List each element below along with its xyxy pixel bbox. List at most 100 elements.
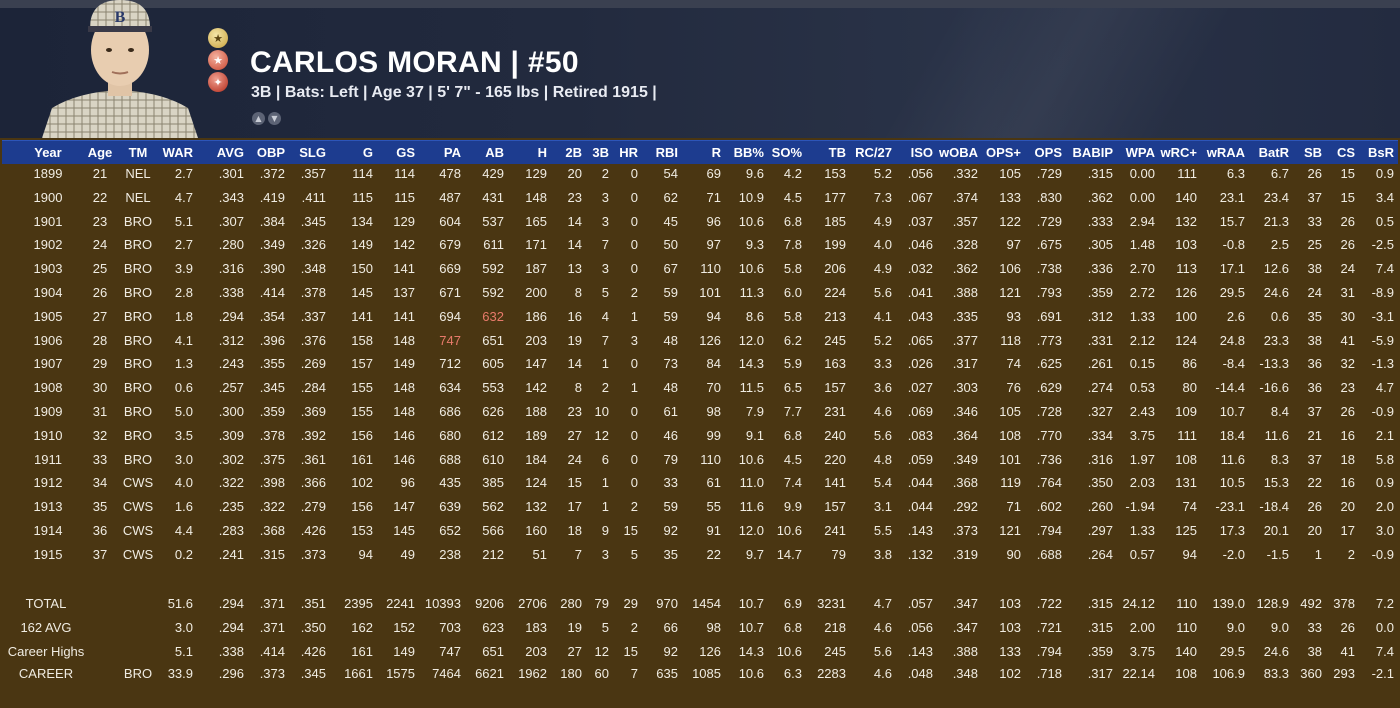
stat-cell: 970 <box>656 596 678 611</box>
column-header[interactable]: BsR <box>1367 145 1394 160</box>
column-header[interactable]: H <box>537 145 547 160</box>
column-header[interactable]: OPS <box>1034 145 1062 160</box>
stat-cell: 206 <box>824 261 846 277</box>
column-header[interactable]: RC/27 <box>855 145 892 160</box>
season-row[interactable]: 1902 24 BRO 2.7 .280 .349 .326 149 142 679 611 171 1… <box>0 233 1400 257</box>
column-header[interactable]: GS <box>396 145 415 160</box>
chevron-up-icon[interactable]: ▲ <box>252 112 265 125</box>
column-header[interactable]: TM <box>128 145 148 160</box>
stat-cell: BRO <box>123 261 153 277</box>
season-row[interactable]: 1914 36 CWS 4.4 .283 .368 .426 153 145 652 566 160 1… <box>0 519 1400 543</box>
stat-cell: 15 <box>567 475 582 491</box>
column-header[interactable]: RBI <box>655 145 678 160</box>
season-row[interactable]: 1905 27 BRO 1.8.294.354.337 141 141 694 632 186 1… <box>0 305 1400 329</box>
column-header[interactable]: Year <box>34 145 62 160</box>
award-badge-gold: ★ <box>208 28 228 48</box>
stat-cell: 4.1 <box>873 308 892 324</box>
stat-cell: 7.4 <box>1375 261 1394 277</box>
column-header[interactable]: PA <box>443 145 461 160</box>
stat-cell: -3.1 <box>1371 308 1394 324</box>
column-header[interactable]: AVG <box>216 145 244 160</box>
stat-cell: 2.12 <box>1129 332 1155 348</box>
column-header[interactable]: HR <box>619 145 638 160</box>
column-header[interactable]: OPS+ <box>985 145 1021 160</box>
stat-cell: .264 <box>1087 546 1113 562</box>
stat-cell: 6.8 <box>783 427 802 443</box>
stat-cell: 9.0 <box>1226 620 1245 635</box>
season-row[interactable]: 1899 21 NEL 2.7 .301 .372 .357 114 114 478 429 129 2… <box>0 162 1400 186</box>
column-header[interactable]: WAR <box>162 145 193 160</box>
column-header[interactable]: SB <box>1303 145 1322 160</box>
stat-cell: -1.3 <box>1371 356 1394 372</box>
totals-row: CAREER BRO 33.9 .296 .373 .345 1661 1575 7464 662… <box>0 662 1400 686</box>
column-header[interactable]: G <box>362 145 373 160</box>
season-row[interactable]: 1909 31 BRO 5.0 .300 .359 .369 155 148 686 626 188 2… <box>0 400 1400 424</box>
stat-cell: 17.1 <box>1219 261 1245 277</box>
season-row[interactable]: 1913 35 CWS 1.6 .235 .322 .279 156 147 639 562 132 1… <box>0 495 1400 519</box>
column-header[interactable]: AB <box>485 145 504 160</box>
column-header[interactable]: wRAA <box>1206 145 1245 160</box>
column-header[interactable]: BatR <box>1258 145 1289 160</box>
stat-cell: 360 <box>1300 666 1322 681</box>
player-header: B ★ ★ ✦ CARLOS MORAN | #50 3B | Bats: Le… <box>0 0 1400 138</box>
stat-cell: 0 <box>630 237 638 253</box>
stat-cell: 686 <box>439 404 461 419</box>
season-row[interactable]: 1910 32 BRO 3.5 .309 .378 .392 156 146 680 612 189 2… <box>0 424 1400 448</box>
season-row[interactable]: 1908 30 BRO 0.6.257.345.284 155 148 634 553 142 8… <box>0 376 1400 400</box>
season-row[interactable]: 1906 28 BRO 4.1 .312 .396 .376 158 148 747 651 203 1… <box>0 329 1400 353</box>
column-header[interactable]: SLG <box>299 145 326 160</box>
column-header[interactable]: R <box>711 145 721 160</box>
stat-cell: 1912 <box>33 475 63 491</box>
stat-cell: 131 <box>1175 475 1197 491</box>
stat-cell: 17.3 <box>1219 523 1245 538</box>
stat-cell: 5.8 <box>783 308 802 324</box>
stat-cell: 31 <box>1340 285 1355 300</box>
award-badges: ★ ★ ✦ <box>208 28 232 94</box>
stat-cell: 157 <box>824 380 846 396</box>
column-header[interactable]: BB% <box>733 145 764 160</box>
season-row[interactable]: 1911 33 BRO 3.0 .302 .375 .361 161 146 688 610 184 2… <box>0 448 1400 472</box>
stat-cell: 11.6 <box>1264 427 1289 443</box>
stat-cell: -0.9 <box>1371 404 1394 419</box>
season-row[interactable]: 1907 29 BRO 1.3 .243 .355 .269 157 149 712 605 147 1… <box>0 352 1400 376</box>
stat-cell: .722 <box>1036 596 1062 611</box>
stat-cell: BRO <box>123 332 153 348</box>
column-header[interactable]: 2B <box>565 145 582 160</box>
season-row[interactable]: 1900 22 NEL 4.7 .343 .419 .411 115 115 487 431 148 2… <box>0 186 1400 210</box>
stat-cell: 59 <box>663 308 678 324</box>
season-row[interactable]: 1903 25 BRO 3.9 .316 .390 .348 150 141 669 592 187 1… <box>0 257 1400 281</box>
column-header[interactable]: 3B <box>592 145 609 160</box>
stat-cell: 147 <box>393 499 415 515</box>
stat-cell: 15 <box>1340 189 1355 205</box>
stat-cell: 3 <box>601 261 609 277</box>
stat-cell: .041 <box>907 285 933 300</box>
stat-cell: BRO <box>123 451 153 467</box>
season-row[interactable]: 1901 23 BRO 5.1 .307 .384 .345 134 129 604 537 165 1… <box>0 210 1400 234</box>
stat-cell: .728 <box>1036 404 1062 419</box>
season-row[interactable]: 1915 37 CWS 0.2.241.315.373 94 49 238 212 51 7 3 5 3… <box>0 543 1400 567</box>
column-header[interactable]: ISO <box>910 145 933 160</box>
column-header[interactable]: CS <box>1336 145 1355 160</box>
season-row[interactable]: 1912 34 CWS 4.0.322.398.366 102 96 435 385 124 15… <box>0 471 1400 495</box>
season-row[interactable]: 1904 26 BRO 2.8.338.414.378 145 137 671 592 200 8… <box>0 281 1400 305</box>
column-header[interactable]: wRC+ <box>1160 145 1197 160</box>
column-header[interactable]: SO% <box>771 145 802 160</box>
stat-cell: 15 <box>623 644 638 659</box>
stat-cell: 703 <box>439 620 461 635</box>
chevron-down-icon[interactable]: ▼ <box>268 112 281 125</box>
stat-cell: .348 <box>952 666 978 681</box>
column-header[interactable]: Age <box>87 145 113 160</box>
stat-cell: -0.9 <box>1371 546 1394 562</box>
column-header[interactable]: wOBA <box>939 145 978 160</box>
stat-cell: .388 <box>952 644 978 659</box>
stat-cell: 2.7 <box>174 237 193 253</box>
column-header[interactable]: WPA <box>1125 145 1155 160</box>
stat-cell: 199 <box>824 237 846 253</box>
column-header[interactable]: BABIP <box>1072 145 1113 160</box>
stat-cell: 9206 <box>475 596 504 611</box>
stat-cell: .362 <box>952 261 978 277</box>
stat-cell: 108 <box>1175 666 1197 681</box>
column-header[interactable]: TB <box>828 145 846 160</box>
column-header[interactable]: OBP <box>256 145 285 160</box>
stat-cell: 180 <box>560 666 582 681</box>
